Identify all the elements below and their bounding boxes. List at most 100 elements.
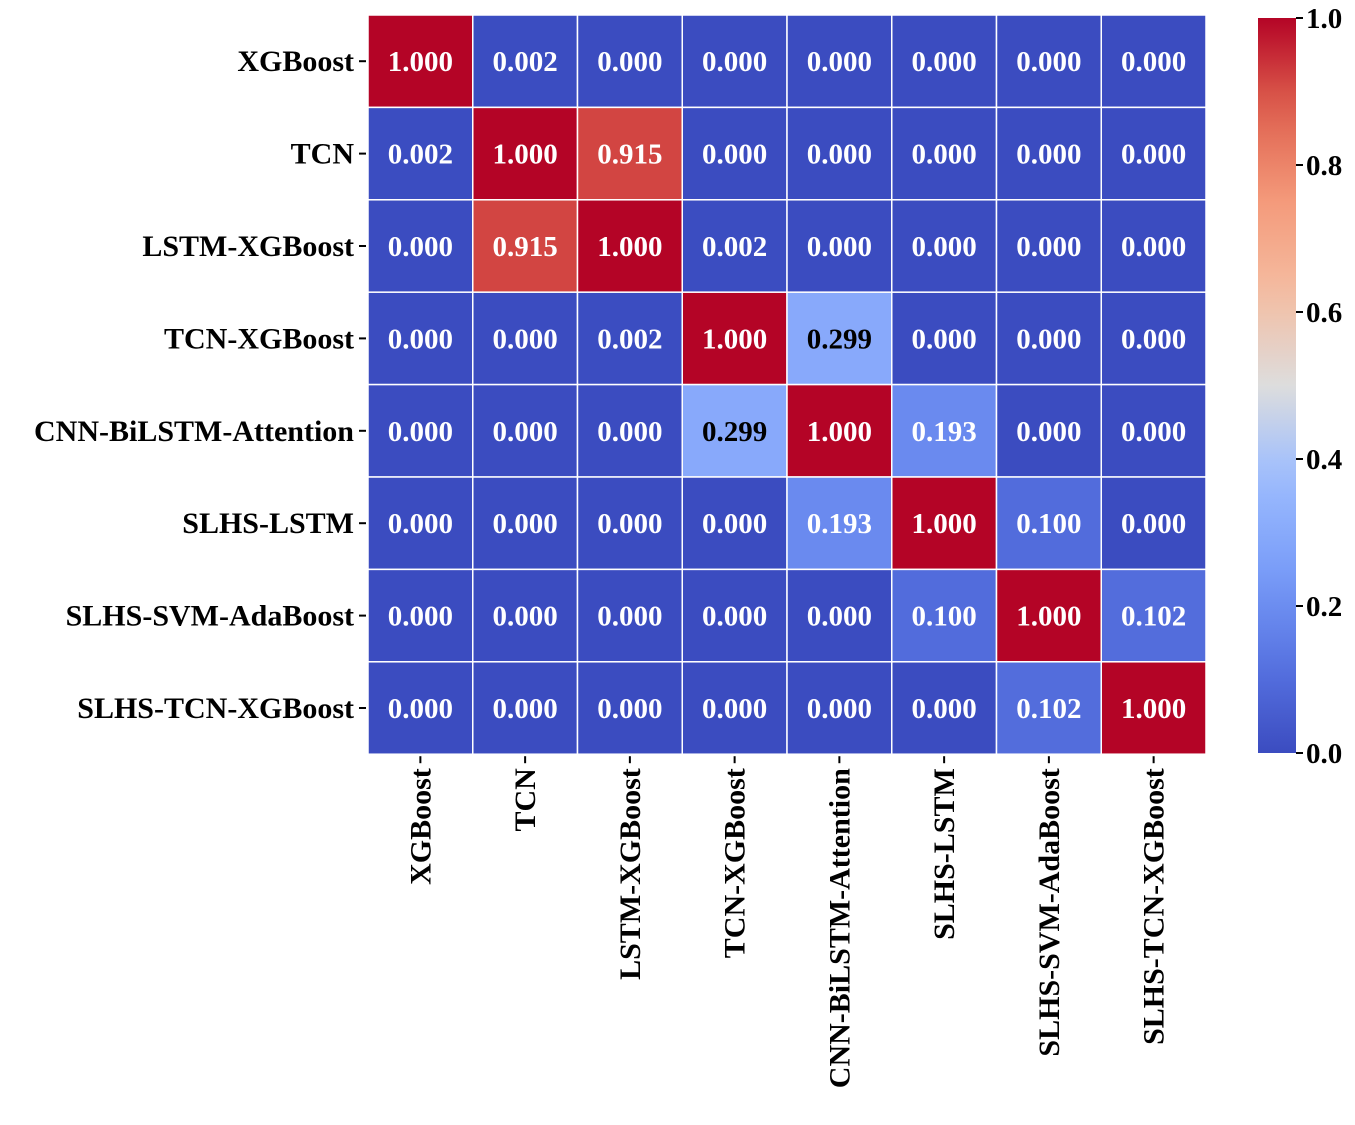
cell-value-label: 0.100 xyxy=(1016,508,1081,540)
x-tick-label: SLHS-LSTM xyxy=(928,768,961,940)
heatmap-cell xyxy=(1100,14,1207,109)
colorbar-gradient xyxy=(1258,18,1296,753)
y-tick-label: CNN-BiLSTM-Attention xyxy=(34,415,354,448)
x-tick-label: LSTM-XGBoost xyxy=(614,768,647,980)
y-tick-label: SLHS-TCN-XGBoost xyxy=(77,692,354,725)
heatmap-cell xyxy=(786,383,893,478)
heatmap-cell xyxy=(472,661,579,755)
y-tick-label: XGBoost xyxy=(237,45,354,78)
x-tick-label: SLHS-SVM-AdaBoost xyxy=(1033,768,1066,1056)
heatmap-cell xyxy=(1100,199,1207,293)
cell-value-label: 0.000 xyxy=(1016,231,1081,263)
heatmap-cell xyxy=(681,383,788,478)
heatmap-cell xyxy=(1100,568,1207,663)
cell-value-label: 0.002 xyxy=(388,139,453,171)
cell-value-label: 0.100 xyxy=(912,601,977,633)
cell-value-label: 0.193 xyxy=(912,416,977,448)
cell-value-label: 0.000 xyxy=(1016,139,1081,171)
heatmap-cell xyxy=(891,568,998,663)
heatmap-cell xyxy=(576,291,683,386)
heatmap-cell xyxy=(1100,383,1207,478)
cell-value-label: 0.000 xyxy=(1016,416,1081,448)
heatmap-cell xyxy=(786,476,893,571)
cell-value-label: 0.000 xyxy=(1121,416,1186,448)
heatmap-cell xyxy=(995,291,1102,386)
heatmap-cell xyxy=(786,291,893,386)
colorbar-tick-label: 1.0 xyxy=(1306,3,1342,35)
cell-value-label: 0.000 xyxy=(1016,323,1081,355)
cell-value-label: 0.002 xyxy=(597,323,662,355)
cell-value-label: 0.102 xyxy=(1121,601,1186,633)
cell-value-label: 0.000 xyxy=(388,231,453,263)
cell-value-label: 0.915 xyxy=(597,139,662,171)
cell-value-label: 0.000 xyxy=(388,508,453,540)
cell-value-label: 1.000 xyxy=(1016,601,1081,633)
x-tick-label: XGBoost xyxy=(404,768,437,885)
cell-value-label: 0.000 xyxy=(807,46,872,78)
cell-value-label: 0.000 xyxy=(912,139,977,171)
cell-value-label: 0.000 xyxy=(702,46,767,78)
colorbar-tick-label: 0.2 xyxy=(1306,591,1342,623)
heatmap-cell xyxy=(367,199,474,293)
cell-value-label: 0.002 xyxy=(493,46,558,78)
y-tick-label: SLHS-SVM-AdaBoost xyxy=(66,600,354,633)
cell-value-label: 1.000 xyxy=(1121,693,1186,725)
cell-value-label: 1.000 xyxy=(493,139,558,171)
cell-value-label: 0.000 xyxy=(912,46,977,78)
cell-value-label: 0.000 xyxy=(388,323,453,355)
cell-value-label: 0.000 xyxy=(912,231,977,263)
cell-value-label: 0.000 xyxy=(388,601,453,633)
cell-value-label: 0.299 xyxy=(807,323,872,355)
colorbar-tick-label: 0.4 xyxy=(1306,444,1342,476)
heatmap-cell xyxy=(681,14,788,109)
heatmap-cells xyxy=(367,14,1207,755)
cell-value-label: 0.000 xyxy=(597,508,662,540)
cell-value-label: 0.000 xyxy=(1121,46,1186,78)
cell-value-label: 0.000 xyxy=(807,693,872,725)
cell-value-label: 0.000 xyxy=(1121,508,1186,540)
x-tick-label: SLHS-TCN-XGBoost xyxy=(1138,768,1171,1045)
heatmap-cell xyxy=(367,14,474,109)
heatmap-cell xyxy=(472,568,579,663)
y-tick-label: TCN xyxy=(291,138,355,171)
y-tick-label: TCN-XGBoost xyxy=(164,322,354,355)
cell-value-label: 0.000 xyxy=(597,693,662,725)
heatmap-cell xyxy=(367,568,474,663)
cell-value-label: 0.000 xyxy=(493,508,558,540)
cell-value-label: 0.000 xyxy=(702,508,767,540)
cell-value-label: 0.000 xyxy=(807,231,872,263)
cell-value-label: 0.915 xyxy=(493,231,558,263)
cell-value-label: 0.000 xyxy=(702,139,767,171)
x-tick-label: TCN xyxy=(509,768,542,832)
heatmap-cell xyxy=(891,14,998,109)
cell-value-label: 0.000 xyxy=(807,601,872,633)
cell-value-label: 0.000 xyxy=(1121,323,1186,355)
colorbar-tick-label: 0.0 xyxy=(1306,738,1342,770)
cell-value-label: 0.000 xyxy=(702,693,767,725)
heatmap-cell xyxy=(786,568,893,663)
cell-value-label: 0.000 xyxy=(597,416,662,448)
heatmap-cell xyxy=(995,199,1102,293)
cell-value-label: 0.000 xyxy=(912,323,977,355)
cell-value-label: 0.000 xyxy=(493,323,558,355)
heatmap-cell xyxy=(681,291,788,386)
cell-value-label: 0.000 xyxy=(1016,46,1081,78)
cell-value-label: 0.000 xyxy=(388,693,453,725)
heatmap-cell xyxy=(681,106,788,201)
cell-value-label: 0.193 xyxy=(807,508,872,540)
cell-value-label: 0.299 xyxy=(702,416,767,448)
heatmap-cell xyxy=(681,199,788,293)
colorbar: 0.0 0.2 0.4 0.6 0.8 1.0 xyxy=(1258,3,1342,770)
colorbar-tick-label: 0.6 xyxy=(1306,297,1342,329)
heatmap-cell xyxy=(995,476,1102,571)
heatmap-cell xyxy=(995,568,1102,663)
heatmap-cell xyxy=(576,568,683,663)
heatmap-cell xyxy=(367,661,474,755)
heatmap-cell xyxy=(576,199,683,293)
cell-value-label: 1.000 xyxy=(807,416,872,448)
heatmap-cell xyxy=(786,661,893,755)
cell-value-label: 1.000 xyxy=(597,231,662,263)
heatmap-cell xyxy=(891,476,998,571)
heatmap-cell xyxy=(995,383,1102,478)
